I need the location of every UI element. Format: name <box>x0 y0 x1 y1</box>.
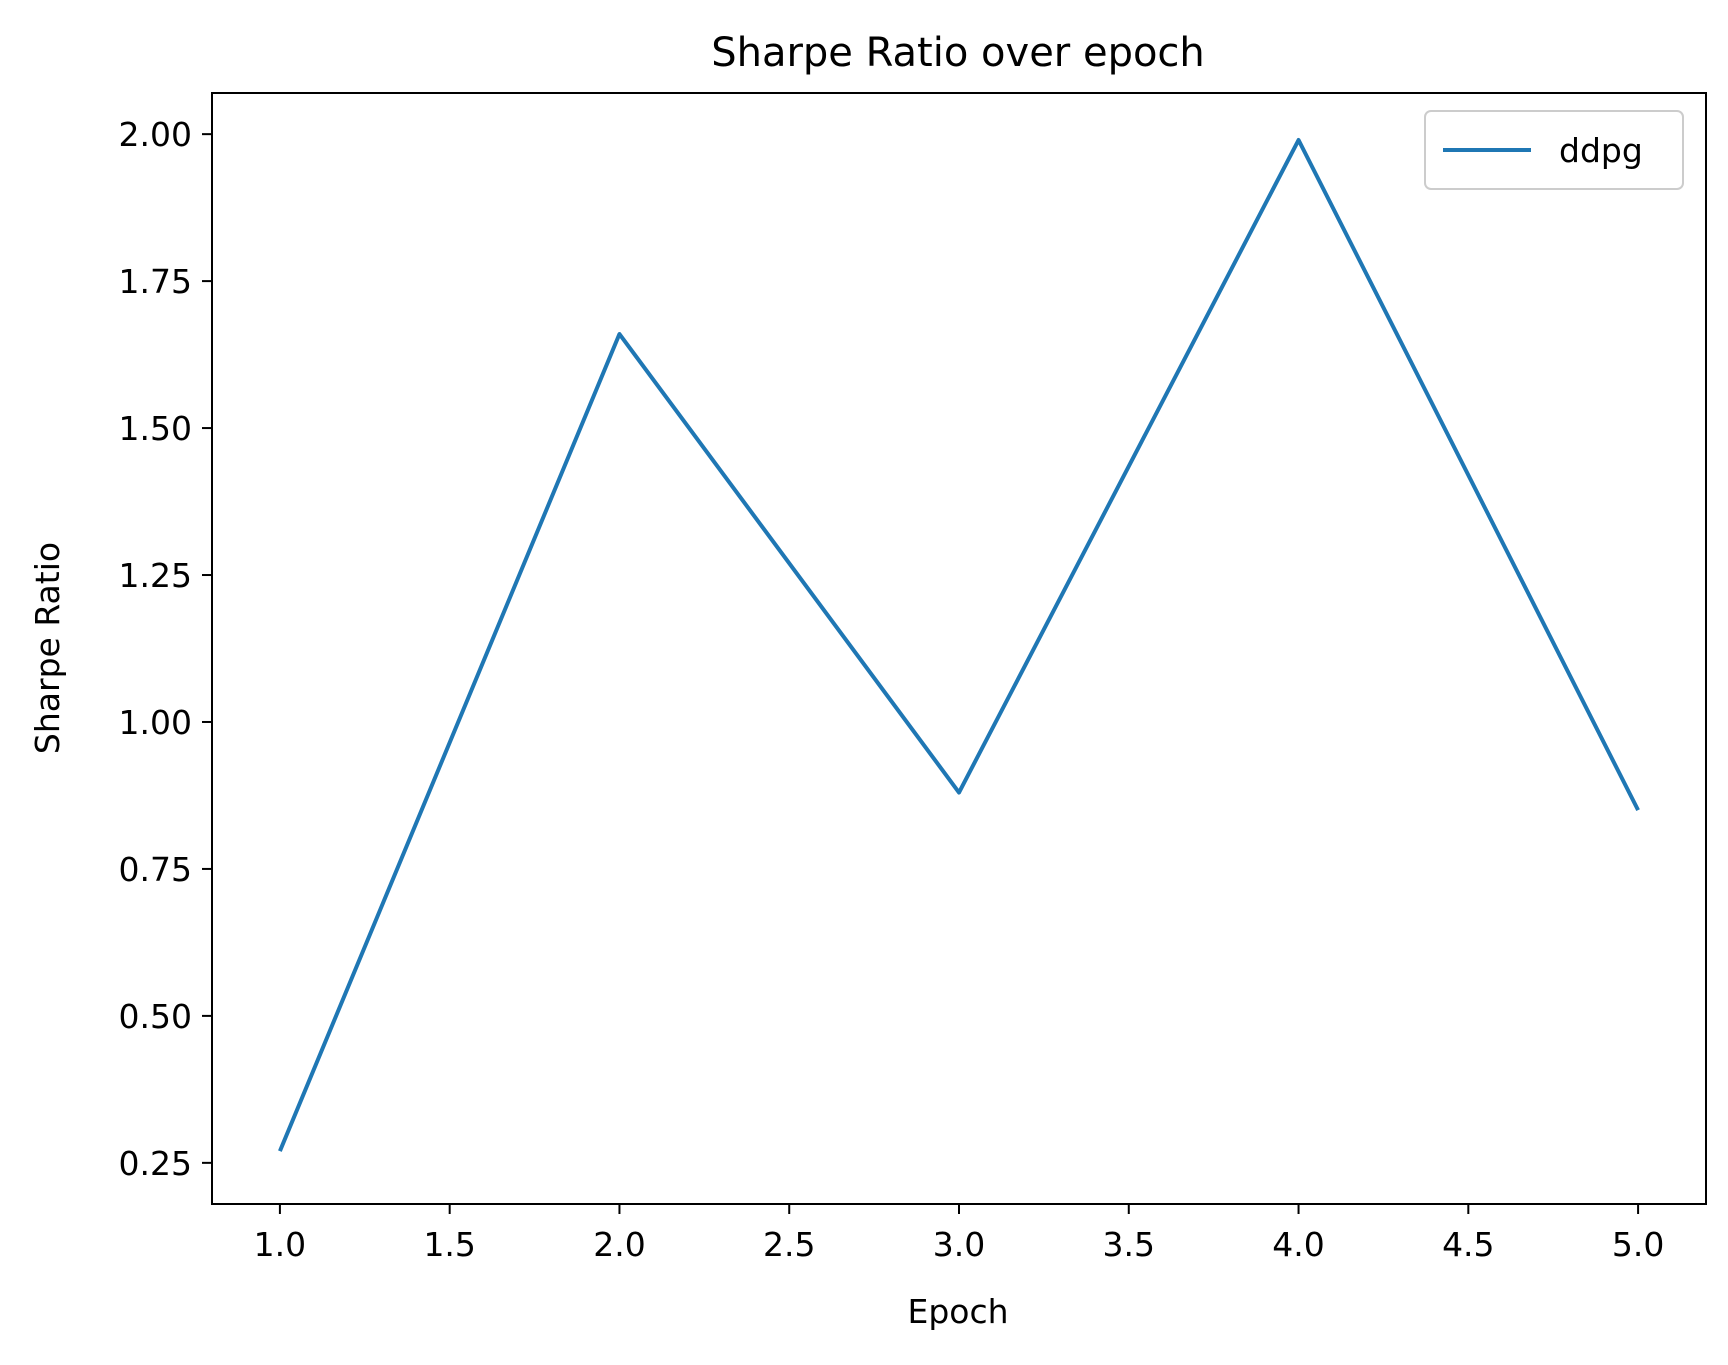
y-tick-label: 2.00 <box>119 115 192 154</box>
y-axis-label: Sharpe Ratio <box>28 542 67 754</box>
x-tick-label: 3.5 <box>1103 1225 1155 1264</box>
y-axis-ticks: 0.25 0.50 0.75 1.00 1.25 1.50 1.75 2.00 <box>119 115 212 1183</box>
y-tick-label: 1.00 <box>119 703 192 742</box>
chart-title: Sharpe Ratio over epoch <box>711 30 1205 76</box>
x-tick-label: 4.0 <box>1272 1225 1324 1264</box>
y-tick-label: 0.25 <box>119 1144 192 1183</box>
y-tick-label: 1.50 <box>119 409 192 448</box>
legend-box <box>1424 110 1684 190</box>
x-axis-ticks: 1.0 1.5 2.0 2.5 3.0 3.5 4.0 4.5 5.0 <box>254 1204 1664 1264</box>
x-tick-label: 2.0 <box>593 1225 645 1264</box>
y-tick-label: 1.75 <box>119 262 192 301</box>
x-tick-label: 2.5 <box>763 1225 815 1264</box>
x-tick-label: 3.0 <box>933 1225 985 1264</box>
x-tick-label: 1.0 <box>254 1225 306 1264</box>
x-tick-label: 1.5 <box>423 1225 475 1264</box>
y-tick-label: 1.25 <box>119 556 192 595</box>
legend: ddpg <box>1424 110 1684 190</box>
y-tick-label: 0.50 <box>119 997 192 1036</box>
series-line-ddpg <box>278 138 1640 1152</box>
x-axis-label: Epoch <box>907 1292 1008 1331</box>
legend-label: ddpg <box>1559 131 1643 170</box>
x-tick-label: 4.5 <box>1442 1225 1494 1264</box>
series-layer <box>278 138 1640 1152</box>
x-tick-label: 5.0 <box>1612 1225 1664 1264</box>
y-tick-label: 0.75 <box>119 850 192 889</box>
